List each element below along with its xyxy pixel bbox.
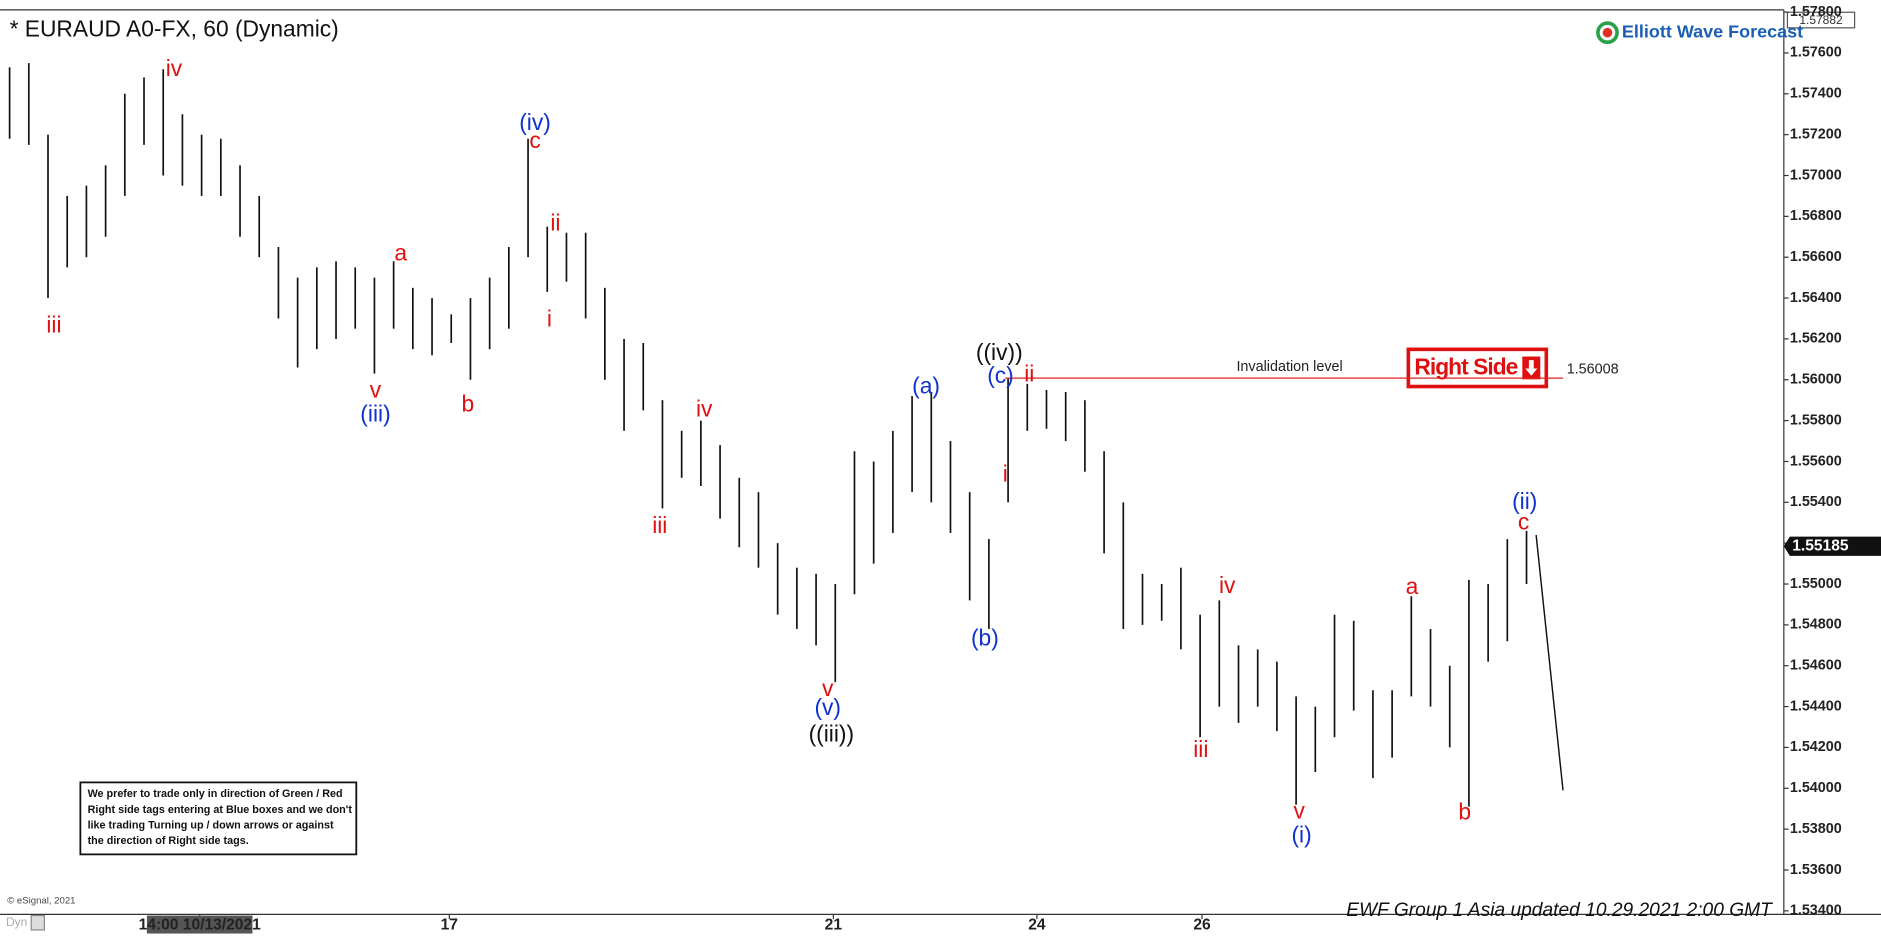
y-tick-label: 1.57000	[1790, 167, 1842, 183]
y-tick-label: 1.53400	[1790, 903, 1842, 919]
wave-label: (v)	[814, 694, 841, 720]
wave-label: a	[1406, 573, 1419, 599]
mode-label: Dyn	[6, 915, 27, 929]
wave-label: iii	[1193, 736, 1208, 762]
wave-label: a	[394, 240, 407, 266]
y-tick-label: 1.54400	[1790, 698, 1842, 714]
y-tick-label: 1.55800	[1790, 412, 1842, 428]
y-tick-label: 1.54000	[1790, 780, 1842, 796]
y-tick-label: 1.56000	[1790, 372, 1842, 388]
y-tick-label: 1.57400	[1790, 86, 1842, 102]
y-tick-label: 1.57200	[1790, 126, 1842, 142]
invalidation-label: Invalidation level	[1236, 359, 1342, 375]
chart-title: * EURAUD A0-FX, 60 (Dynamic)	[10, 15, 339, 41]
y-tick-label: 1.57800	[1790, 4, 1842, 20]
y-tick-label: 1.55400	[1790, 494, 1842, 510]
x-tick-label: 24	[1028, 916, 1046, 933]
x-tick-label: 17	[441, 916, 458, 933]
logo-text: Elliott Wave Forecast	[1622, 21, 1803, 41]
y-tick-label: 1.56400	[1790, 290, 1842, 306]
wave-label: iv	[166, 55, 183, 81]
right-side-text: Right Side	[1414, 354, 1517, 380]
y-tick-label: 1.53800	[1790, 821, 1842, 837]
last-price-marker	[1783, 536, 1881, 556]
wave-label: c	[1518, 508, 1529, 534]
wave-label: v	[822, 675, 834, 701]
wave-label: iii	[46, 312, 61, 338]
footer: EWF Group 1 Asia updated 10.29.2021 2:00…	[1346, 900, 1773, 921]
disclaimer-box	[79, 781, 358, 856]
right-side-arrow	[1525, 360, 1538, 376]
wave-label: (c)	[987, 362, 1014, 388]
disclaimer: We prefer to trade only in direction of …	[79, 781, 358, 856]
wave-label: iv	[1219, 572, 1236, 598]
y-tick-label: 1.55000	[1790, 576, 1842, 592]
x-tick-label: 26	[1193, 916, 1211, 933]
wave-label: b	[1458, 799, 1471, 825]
y-tick-label: 1.55600	[1790, 453, 1842, 469]
disclaimer-line: We prefer to trade only in direction of …	[88, 788, 343, 800]
y-tick-label: 1.54800	[1790, 617, 1842, 633]
wave-label: i	[1003, 460, 1008, 486]
wave-label: ii	[1024, 361, 1034, 387]
mode-icon	[30, 914, 45, 931]
wave-label: v	[1293, 797, 1305, 823]
y-tick-label: 1.56600	[1790, 249, 1842, 265]
wave-label: v	[370, 376, 382, 402]
logo-icon-center	[1602, 27, 1613, 38]
wave-label: c	[529, 127, 540, 153]
last-price-label: 1.55185	[1792, 537, 1849, 554]
invalidation-value: 1.56008	[1567, 362, 1619, 378]
wave-label: i	[547, 306, 552, 332]
logo-icon	[1596, 21, 1619, 45]
projection-line	[1535, 534, 1564, 791]
y-tick-label: 1.54200	[1790, 739, 1842, 755]
disclaimer-line: like trading Turning up / down arrows or…	[88, 819, 334, 831]
disclaimer-line: Right side tags entering at Blue boxes a…	[88, 804, 353, 816]
right-side-tag: Right Side	[1406, 347, 1549, 389]
wave-label: (iii)	[360, 400, 390, 426]
x-tick-label: 21	[825, 916, 843, 933]
x-tick-label-bg	[146, 915, 253, 934]
wave-label: (b)	[971, 625, 999, 651]
y-tick-label: 1.57600	[1790, 45, 1842, 61]
copyright: © eSignal, 2021	[7, 896, 75, 907]
disclaimer-line: the direction of Right side tags.	[88, 835, 249, 847]
wave-label: iv	[696, 396, 713, 422]
wave-label: ii	[550, 210, 560, 236]
x-tick-label: 14:00 10/13/2021	[139, 916, 261, 933]
y-tick-label: 1.56200	[1790, 331, 1842, 347]
wave-label: ((iv))	[976, 339, 1023, 365]
y-tick-label: 1.54600	[1790, 658, 1842, 674]
wave-label: b	[462, 391, 475, 417]
wave-label: (ii)	[1512, 488, 1537, 514]
y-tick-label: 1.56800	[1790, 208, 1842, 224]
top-price-box	[1786, 11, 1856, 29]
wave-label: (a)	[912, 373, 940, 399]
wave-label: (iv)	[519, 109, 551, 135]
wave-label: iii	[652, 512, 667, 538]
wave-label: ((iii))	[809, 721, 855, 747]
y-tick-label: 1.53600	[1790, 862, 1842, 878]
wave-label: (i)	[1291, 821, 1311, 847]
top-price-label: 1.57882	[1799, 13, 1843, 27]
logo: Elliott Wave Forecast	[1596, 21, 1803, 45]
